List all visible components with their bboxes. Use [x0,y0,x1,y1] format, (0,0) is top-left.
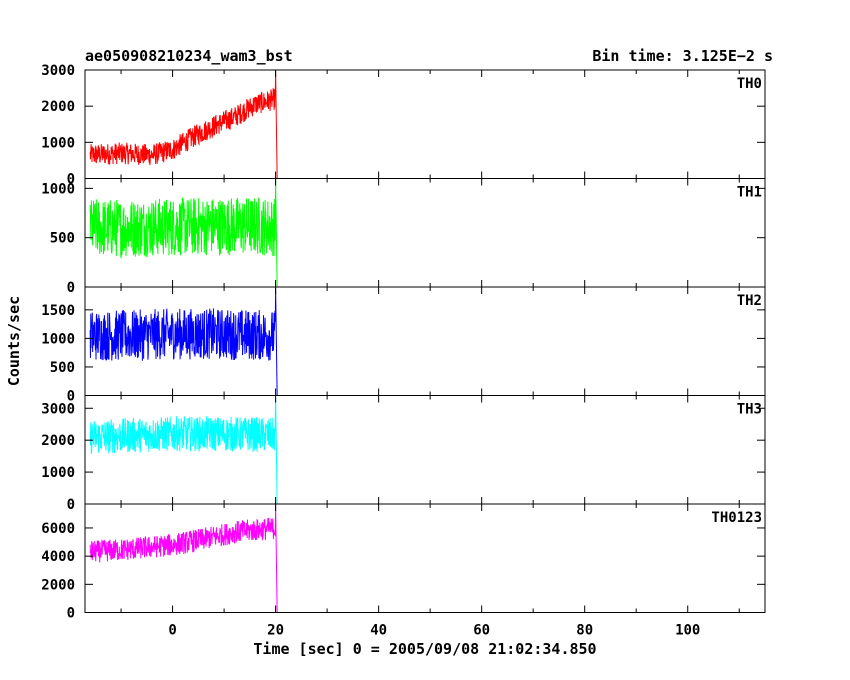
panel-label-th2: TH2 [737,293,762,309]
x-tick-label: 40 [370,623,387,639]
chart-title: ae050908210234_wam3_bst [85,47,293,65]
y-tick-label: 0 [67,389,75,405]
y-tick-label: 1500 [41,303,75,319]
x-tick-label: 20 [267,623,284,639]
series-trace-th0 [89,70,750,179]
panel-frame-th0 [84,69,766,179]
y-tick-label: 2000 [41,99,75,115]
y-tick-label: 0 [67,606,75,622]
y-tick-label: 4000 [41,549,75,565]
y-tick-label: 1000 [41,465,75,481]
series-trace-th0123 [89,504,750,613]
y-tick-label: 0 [67,172,75,188]
y-tick-label: 6000 [41,521,75,537]
y-tick-label: 0 [67,497,75,513]
y-tick-label: 0 [67,280,75,296]
panel-label-th0123: TH0123 [711,510,762,526]
y-tick-label: 500 [50,231,75,247]
y-axis-label: Counts/sec [5,296,23,386]
bin-time-label: Bin time: 3.125E−2 s [592,47,773,65]
series-trace-th1 [89,179,750,288]
panel-frame-th0123 [84,503,766,613]
x-tick-label: 80 [576,623,593,639]
x-axis-label: Time [sec] 0 = 2005/09/08 21:02:34.850 [253,640,596,658]
y-tick-label: 2000 [41,577,75,593]
y-tick-label: 1000 [41,331,75,347]
panel-frame-th3 [84,395,766,505]
x-tick-label: 60 [473,623,490,639]
y-tick-label: 2000 [41,433,75,449]
y-tick-label: 500 [50,360,75,376]
series-trace-th3 [89,396,750,505]
x-tick-label: 0 [168,623,176,639]
x-tick-label: 100 [675,623,700,639]
panel-label-th1: TH1 [737,185,762,201]
y-tick-label: 3000 [41,63,75,79]
series-trace-th2 [89,287,750,396]
panel-label-th3: TH3 [737,402,762,418]
y-tick-label: 1000 [41,135,75,151]
panel-label-th0: TH0 [737,76,762,92]
y-tick-label: 3000 [41,401,75,417]
y-tick-label: 1000 [41,181,75,197]
